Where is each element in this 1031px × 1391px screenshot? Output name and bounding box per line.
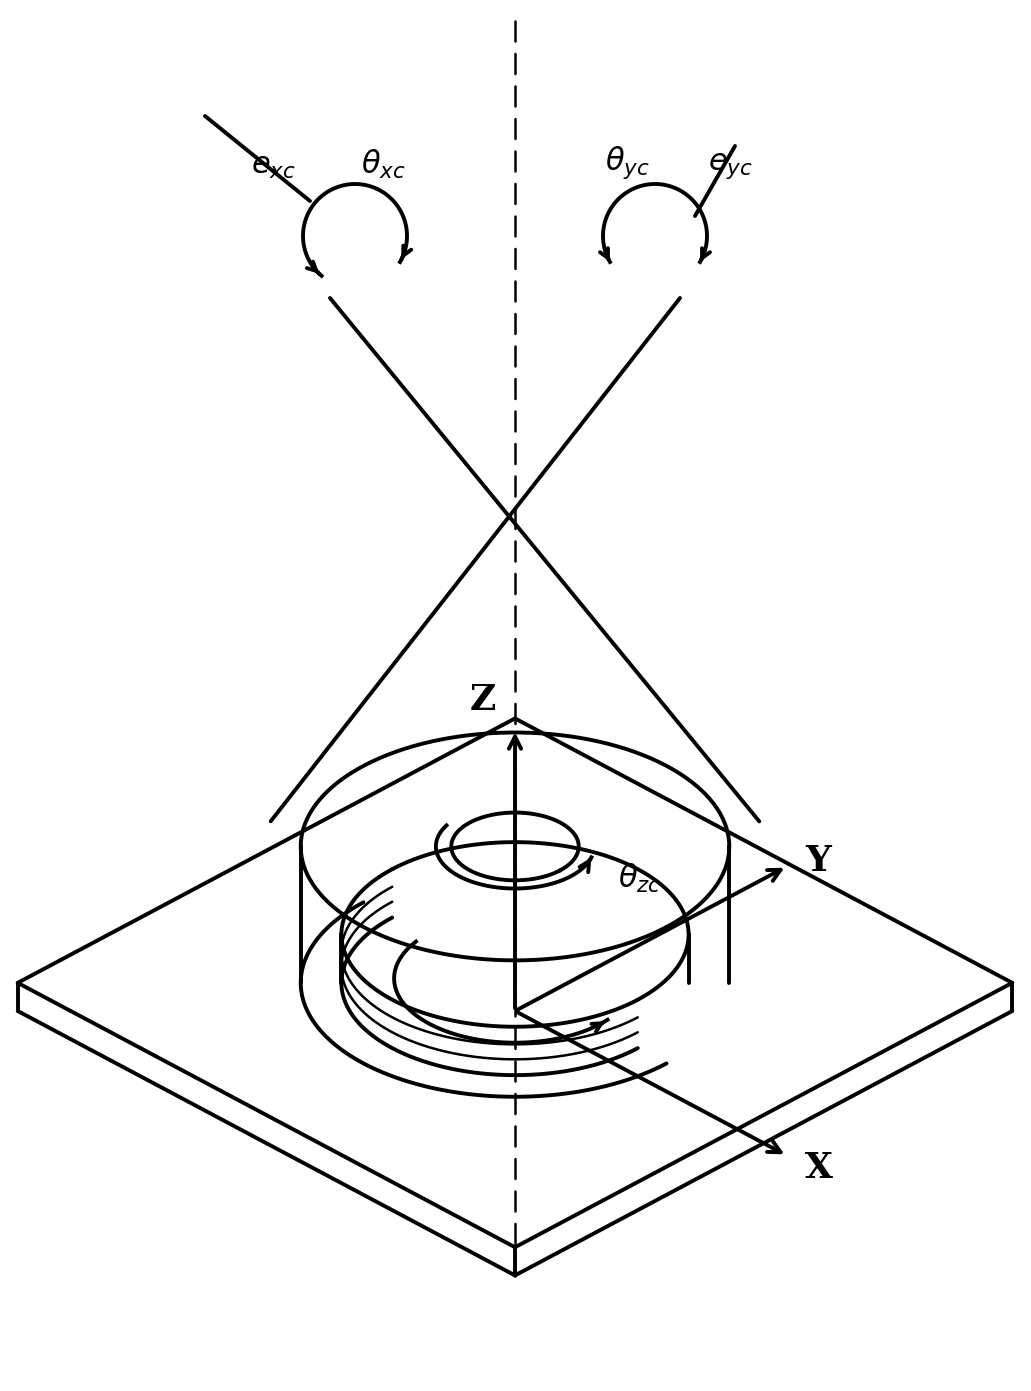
Text: $e_{yc}$: $e_{yc}$ — [707, 150, 753, 181]
Text: X: X — [805, 1150, 833, 1185]
Text: $e_{xc}$: $e_{xc}$ — [251, 150, 296, 181]
Text: $\theta_{yc}$: $\theta_{yc}$ — [604, 145, 650, 181]
Text: $\theta_{xc}$: $\theta_{xc}$ — [361, 147, 405, 181]
Text: Z: Z — [470, 683, 496, 718]
Text: $\theta_{zc}$: $\theta_{zc}$ — [618, 861, 661, 894]
Text: Y: Y — [805, 844, 831, 878]
